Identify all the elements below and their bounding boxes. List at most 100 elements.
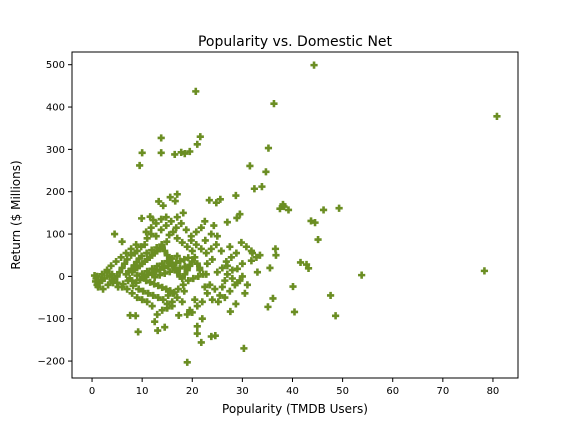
scatter-point	[153, 244, 161, 252]
scatter-point	[108, 270, 116, 278]
scatter-point	[198, 315, 206, 323]
scatter-point	[107, 262, 115, 270]
y-axis: −200 −100 0 100 200 300 400 500	[38, 60, 72, 368]
scatter-point	[157, 226, 165, 234]
scatter-point	[95, 279, 104, 287]
scatter-point	[150, 280, 158, 288]
scatter-point	[311, 219, 319, 227]
scatter-point	[223, 218, 231, 226]
scatter-point	[154, 326, 162, 335]
scatter-point	[223, 270, 231, 278]
scatter-point	[151, 249, 159, 257]
y-tick-label: −200	[38, 357, 65, 368]
scatter-point	[166, 193, 174, 201]
scatter-point	[151, 318, 159, 326]
scatter-point	[117, 253, 125, 261]
chart-title: Popularity vs. Domestic Net	[198, 34, 393, 50]
scatter-point	[173, 213, 181, 221]
scatter-point	[118, 283, 126, 291]
scatter-point	[284, 206, 293, 214]
scatter-point	[211, 285, 219, 293]
scatter-point	[256, 251, 264, 259]
scatter-point	[133, 247, 141, 255]
scatter-point	[110, 230, 119, 238]
scatter-point	[105, 272, 114, 280]
scatter-point	[152, 232, 160, 240]
scatter-point	[310, 61, 318, 69]
scatter-point	[212, 241, 220, 249]
scatter-point	[168, 298, 176, 306]
scatter-point	[173, 190, 181, 198]
scatter-point	[180, 287, 188, 295]
scatter-point	[206, 281, 214, 289]
scatter-point	[181, 270, 189, 278]
scatter-point	[118, 264, 126, 272]
scatter-point	[165, 231, 173, 239]
scatter-point	[152, 267, 160, 275]
scatter-point	[211, 332, 219, 340]
scatter-point	[158, 241, 166, 249]
scatter-point	[212, 199, 220, 207]
scatter-point	[132, 312, 140, 320]
scatter-point	[208, 255, 216, 264]
scatter-point	[136, 161, 144, 170]
scatter-point	[169, 228, 177, 236]
scatter-point	[238, 260, 246, 268]
scatter-point	[197, 338, 205, 347]
scatter-point	[213, 268, 221, 276]
scatter-point	[179, 281, 187, 289]
scatter-point	[236, 277, 244, 285]
scatter-point	[113, 279, 121, 287]
scatter-point	[156, 266, 164, 274]
scatter-point	[128, 277, 136, 285]
scatter-point	[226, 287, 234, 295]
x-axis: 0 10 20 30 40 50 60 70 80	[89, 378, 499, 397]
scatter-point	[149, 291, 157, 300]
scatter-point	[162, 213, 170, 221]
scatter-point	[231, 281, 239, 289]
scatter-point	[270, 100, 278, 108]
scatter-point	[143, 249, 151, 257]
scatter-point	[151, 273, 159, 281]
scatter-point	[178, 274, 186, 283]
scatter-point	[154, 282, 162, 290]
scatter-point	[172, 259, 180, 267]
scatter-point	[210, 221, 218, 230]
scatter-point	[216, 291, 224, 300]
scatter-point	[178, 298, 186, 306]
scatter-point	[201, 236, 209, 245]
scatter-point	[144, 289, 152, 297]
scatter-point	[143, 255, 151, 264]
scatter-point	[118, 238, 126, 246]
scatter-point	[148, 302, 156, 310]
scatter-point	[157, 215, 165, 223]
y-tick-label: 0	[59, 272, 65, 283]
scatter-point	[183, 243, 191, 251]
scatter-point	[237, 238, 245, 247]
scatter-point	[201, 217, 209, 225]
scatter-point	[246, 162, 254, 170]
scatter-point	[158, 283, 166, 291]
scatter-point	[247, 247, 256, 255]
scatter-point	[161, 323, 169, 331]
scatter-point	[152, 219, 160, 228]
scatter-point	[266, 264, 274, 272]
scatter-point	[183, 310, 191, 319]
scatter-point	[182, 226, 190, 234]
scatter-point	[168, 255, 176, 263]
scatter-point	[221, 277, 229, 285]
scatter-point	[217, 247, 225, 255]
scatter-point	[196, 133, 204, 141]
scatter-point	[167, 217, 175, 225]
scatter-point	[156, 271, 164, 279]
scatter-point	[242, 243, 250, 251]
scatter-point	[108, 277, 116, 285]
scatter-point	[183, 266, 191, 274]
scatter-point	[179, 209, 187, 217]
scatter-point	[147, 224, 155, 232]
scatter-point	[176, 257, 184, 265]
scatter-point	[143, 267, 151, 275]
scatter-point	[197, 245, 205, 253]
y-tick-label: 100	[46, 230, 65, 241]
scatter-point	[138, 260, 146, 268]
